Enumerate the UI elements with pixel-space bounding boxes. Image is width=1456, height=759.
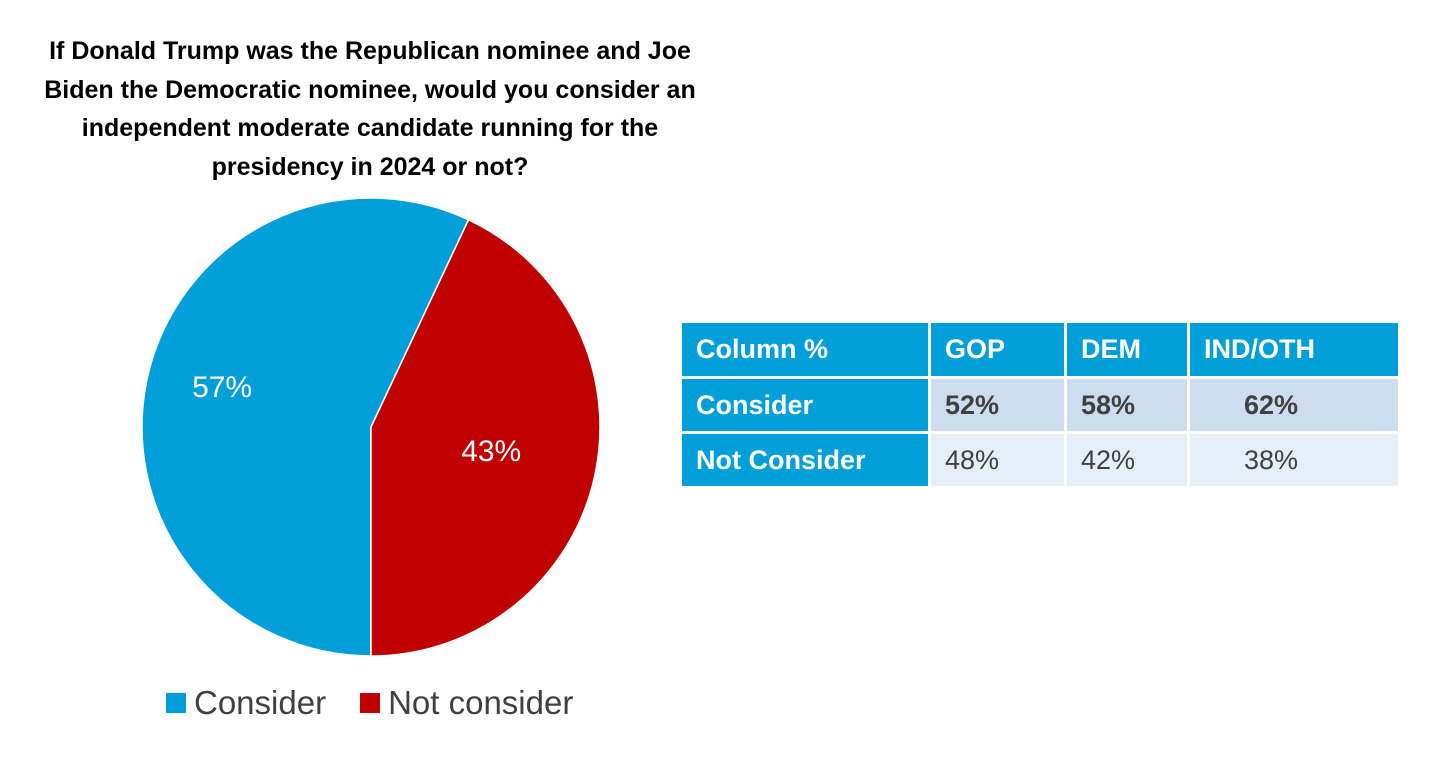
cell-consider-dem: 58% bbox=[1067, 379, 1187, 431]
cell-not-consider-gop: 48% bbox=[931, 434, 1064, 486]
row-label-consider: Consider bbox=[682, 379, 928, 431]
table-row: Not Consider 48% 42% 38% bbox=[682, 434, 1398, 486]
legend: Consider Not consider bbox=[166, 684, 607, 722]
legend-swatch-consider bbox=[166, 693, 186, 713]
legend-item-consider: Consider bbox=[166, 684, 326, 722]
header-gop: GOP bbox=[931, 323, 1064, 376]
legend-label-not-consider: Not consider bbox=[388, 684, 574, 721]
table-header-row: Column % GOP DEM IND/OTH bbox=[682, 323, 1398, 376]
table-row: Consider 52% 58% 62% bbox=[682, 379, 1398, 431]
row-label-not-consider: Not Consider bbox=[682, 434, 928, 486]
legend-swatch-not-consider bbox=[360, 693, 381, 713]
chart-title: If Donald Trump was the Republican nomin… bbox=[44, 37, 696, 181]
legend-label-consider: Consider bbox=[194, 684, 327, 721]
crosstab-table: Column % GOP DEM IND/OTH Consider 52% 58… bbox=[679, 320, 1401, 489]
cell-not-consider-dem: 42% bbox=[1067, 434, 1187, 486]
cell-consider-gop: 52% bbox=[931, 379, 1064, 431]
data-label-not-consider: 43% bbox=[461, 435, 521, 468]
cell-not-consider-ind-oth: 38% bbox=[1190, 434, 1398, 486]
data-label-consider: 57% bbox=[192, 371, 252, 404]
header-column-percent: Column % bbox=[682, 323, 928, 376]
pie-slice-consider bbox=[141, 197, 470, 657]
header-ind-oth: IND/OTH bbox=[1190, 323, 1398, 376]
header-dem: DEM bbox=[1067, 323, 1187, 376]
pie-slice-not-consider bbox=[370, 218, 601, 657]
legend-item-not-consider: Not consider bbox=[360, 684, 573, 722]
cell-consider-ind-oth: 62% bbox=[1190, 379, 1398, 431]
